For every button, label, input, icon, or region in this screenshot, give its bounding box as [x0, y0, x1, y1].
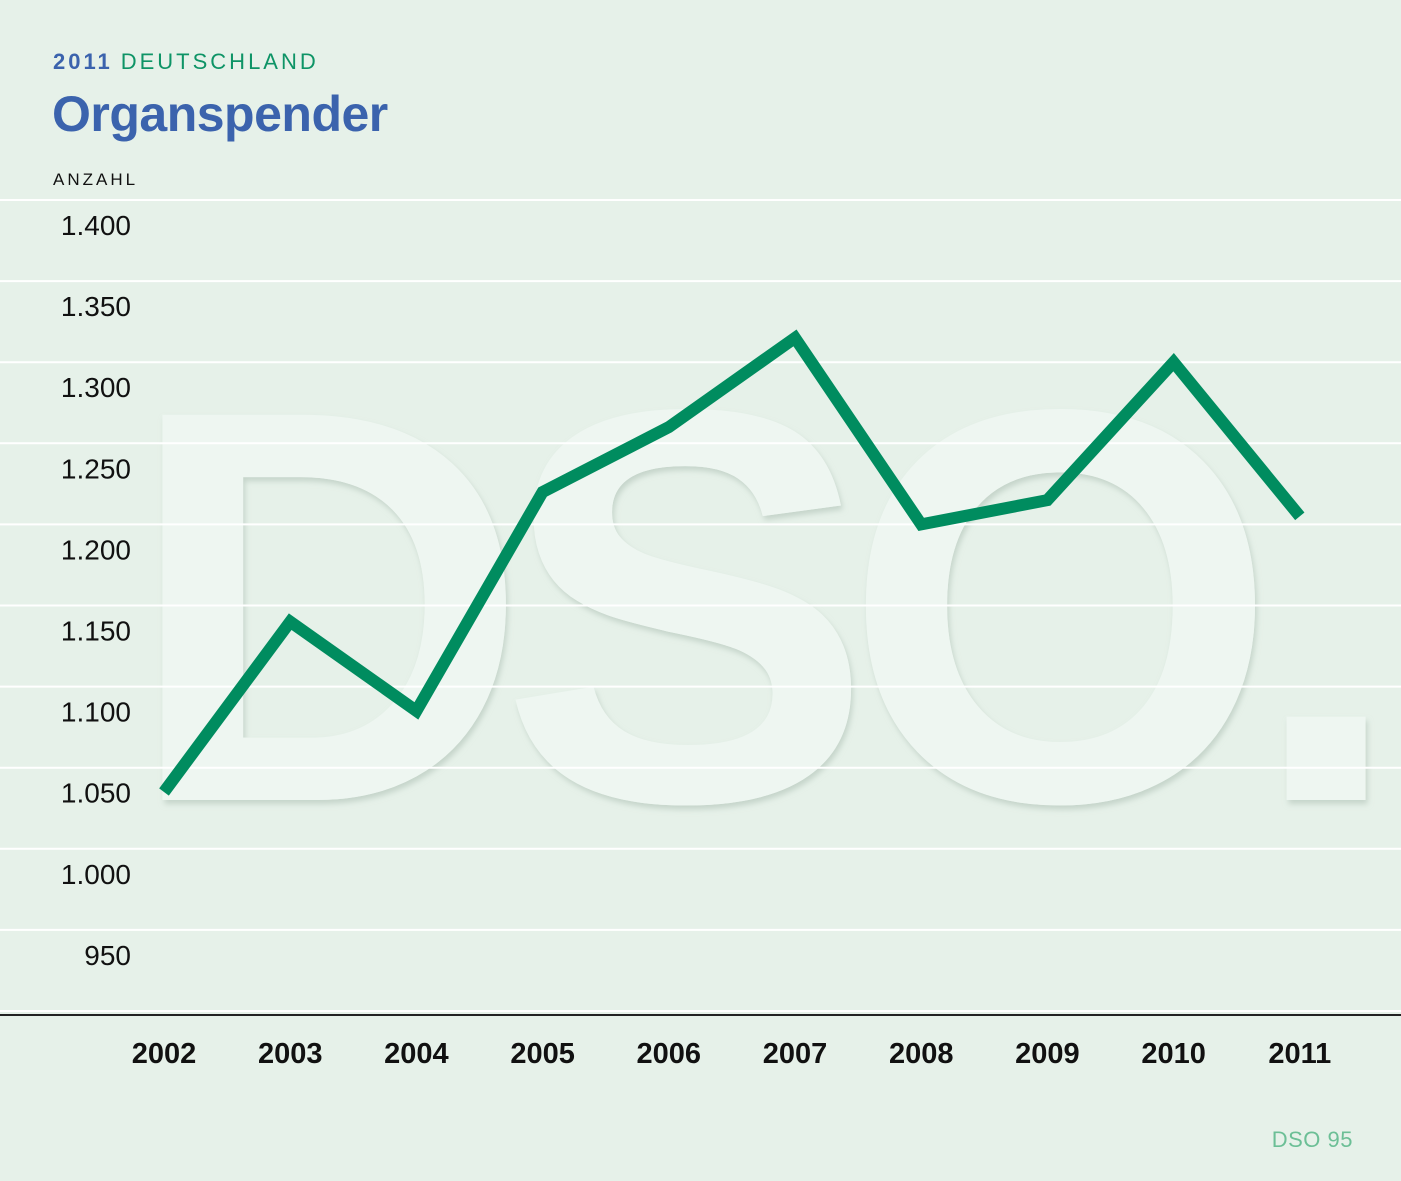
series-layer — [159, 329, 1305, 796]
year-label: 2011 — [53, 49, 113, 74]
y-tick-label: 1.150 — [61, 616, 131, 647]
chart-title: Organspender — [52, 86, 388, 142]
y-tick-label: 950 — [84, 940, 131, 971]
y-tick-label: 1.300 — [61, 372, 131, 403]
x-tick-label: 2003 — [258, 1038, 323, 1070]
x-tick-label: 2004 — [384, 1038, 449, 1070]
x-tick-label: 2010 — [1141, 1038, 1206, 1070]
x-tick-label: 2005 — [510, 1038, 575, 1070]
y-tick-label: 1.100 — [61, 697, 131, 728]
y-axis-label: ANZAHL — [53, 170, 139, 189]
x-tick-label: 2009 — [1015, 1038, 1080, 1070]
chart-supertitle: 2011 DEUTSCHLAND — [53, 48, 319, 76]
x-tick-label: 2007 — [763, 1038, 828, 1070]
y-tick-label: 1.250 — [61, 453, 131, 484]
y-tick-label: 1.400 — [61, 210, 131, 241]
x-tick-label: 2006 — [637, 1038, 702, 1070]
series-line — [159, 329, 1305, 796]
x-tick-label: 2002 — [132, 1038, 197, 1070]
x-tick-labels: 2002 2003 2004 2005 2006 2007 2008 2009 2010 2011 — [132, 1038, 1332, 1070]
source-label: DSO 95 — [1271, 1127, 1353, 1152]
x-tick-label: 2011 — [1268, 1038, 1331, 1070]
y-tick-labels: 1.400 1.350 1.300 1.250 1.200 1.150 1.100 1.050… — [61, 210, 131, 971]
y-tick-label: 1.200 — [61, 534, 131, 565]
y-tick-label: 1.050 — [61, 778, 131, 809]
y-tick-label: 1.000 — [61, 859, 131, 890]
y-tick-label: 1.350 — [61, 291, 131, 322]
x-tick-label: 2008 — [889, 1038, 954, 1070]
region-label: DEUTSCHLAND — [120, 49, 319, 74]
